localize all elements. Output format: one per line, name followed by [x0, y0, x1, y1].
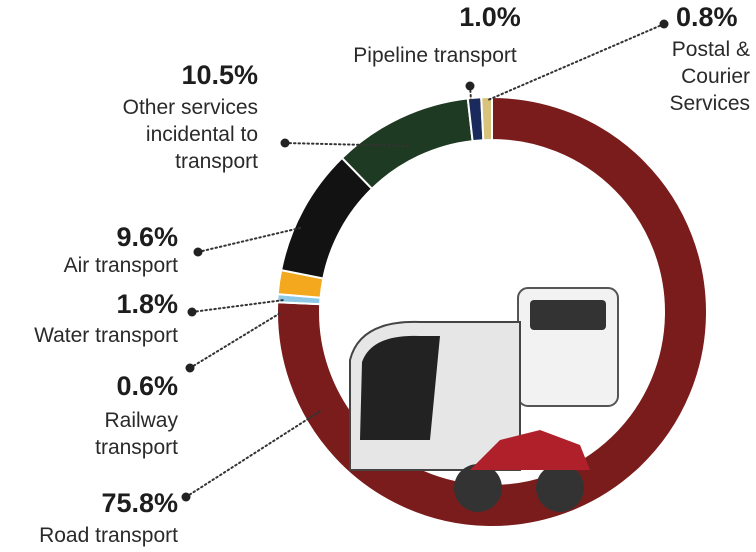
- value-label: 10.5%: [181, 62, 258, 89]
- leader-dot: [186, 364, 195, 373]
- leader-line: [198, 228, 300, 252]
- train-window: [360, 336, 440, 440]
- value-label: 0.8%: [676, 4, 738, 31]
- category-label: Water transport: [34, 322, 178, 349]
- category-label: Postal & Courier Services: [640, 36, 750, 117]
- leader-dot: [188, 308, 197, 317]
- leader-dot: [182, 493, 191, 502]
- category-label: Air transport: [64, 252, 178, 279]
- category-label: Pipeline transport: [330, 42, 540, 69]
- donut-segment: [481, 97, 492, 140]
- value-label: 0.6%: [116, 373, 178, 400]
- leader-line: [192, 300, 284, 312]
- value-label: 75.8%: [101, 490, 178, 517]
- category-label: Other services incidental to transport: [88, 94, 258, 175]
- value-label: 9.6%: [116, 224, 178, 251]
- donut-segment: [342, 98, 473, 188]
- page: {"chart_data": {"type": "donut", "catego…: [0, 0, 756, 552]
- category-label: Railway transport: [58, 407, 178, 461]
- leader-dot: [281, 139, 290, 148]
- value-label: 1.8%: [116, 291, 178, 318]
- leader-dot: [466, 82, 475, 91]
- leader-dot: [194, 248, 203, 257]
- wheel: [536, 464, 584, 512]
- leader-line: [186, 410, 322, 497]
- leader-dot: [660, 20, 669, 29]
- leader-line: [190, 312, 282, 368]
- value-label: 1.0%: [440, 4, 540, 31]
- truck-window: [530, 300, 606, 330]
- wheel: [454, 464, 502, 512]
- category-label: Road transport: [39, 522, 178, 549]
